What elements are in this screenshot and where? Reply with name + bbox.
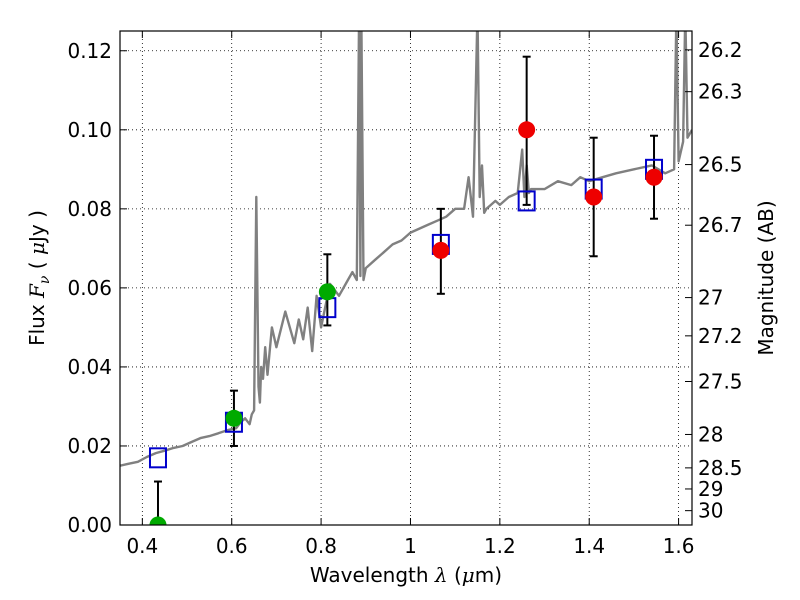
y2-tick-label: 27.2 — [698, 324, 743, 348]
x-tick-label: 0.8 — [305, 534, 337, 558]
x-axis-label: Wavelength λ (μm) — [310, 563, 502, 587]
data-point — [318, 283, 336, 301]
y2-tick-label: 26.2 — [698, 38, 743, 62]
model-square — [517, 190, 536, 212]
spectrum-layer — [120, 31, 692, 467]
model-square — [148, 447, 167, 469]
y-tick-label: 0.08 — [67, 197, 112, 221]
x-tick-label: 0.4 — [126, 534, 158, 558]
y-tick-label: 0.00 — [67, 513, 112, 537]
y2-tick-label: 27 — [698, 286, 723, 310]
data-point — [432, 241, 450, 259]
x-tick-label: 1.6 — [663, 534, 695, 558]
y-tick-label: 0.04 — [67, 355, 112, 379]
y-tick-label: 0.06 — [67, 276, 112, 300]
y2-tick-label: 27.5 — [698, 370, 743, 394]
data-point — [645, 168, 663, 186]
y2-tick-label: 29 — [698, 477, 723, 501]
y2-axis-label: Magnitude (AB) — [754, 200, 778, 355]
plot-background — [120, 31, 692, 525]
point-layer — [149, 121, 663, 525]
spectrum-line — [120, 31, 692, 467]
data-point — [585, 188, 603, 206]
y-tick-label: 0.12 — [67, 39, 112, 63]
data-point — [149, 516, 167, 525]
y2-tick-label: 26.7 — [698, 213, 743, 237]
y2-tick-label: 26.5 — [698, 153, 743, 177]
y2-tick-label: 28.5 — [698, 456, 743, 480]
y-tick-label: 0.02 — [67, 434, 112, 458]
data-point — [225, 409, 243, 427]
x-tick-label: 1 — [404, 534, 417, 558]
y2-tick-label: 26.3 — [698, 80, 743, 104]
x-tick-label: 1.2 — [484, 534, 516, 558]
y-tick-labels: 0.00 0.02 0.04 0.06 0.08 0.10 0.12 — [67, 39, 112, 537]
data-point — [518, 121, 536, 139]
y2-tick-label: 30 — [698, 499, 723, 523]
x-tick-label: 0.6 — [216, 534, 248, 558]
y-tick-label: 0.10 — [67, 118, 112, 142]
ticks — [120, 31, 692, 526]
x-tick-labels: 0.4 0.6 0.8 1 1.2 1.4 1.6 — [126, 534, 694, 558]
x-tick-label: 1.4 — [573, 534, 605, 558]
y-axis-label: Flux Fν ( μJy ) — [25, 210, 53, 346]
y2-tick-label: 28 — [698, 422, 723, 446]
plot-frame — [119, 30, 693, 526]
